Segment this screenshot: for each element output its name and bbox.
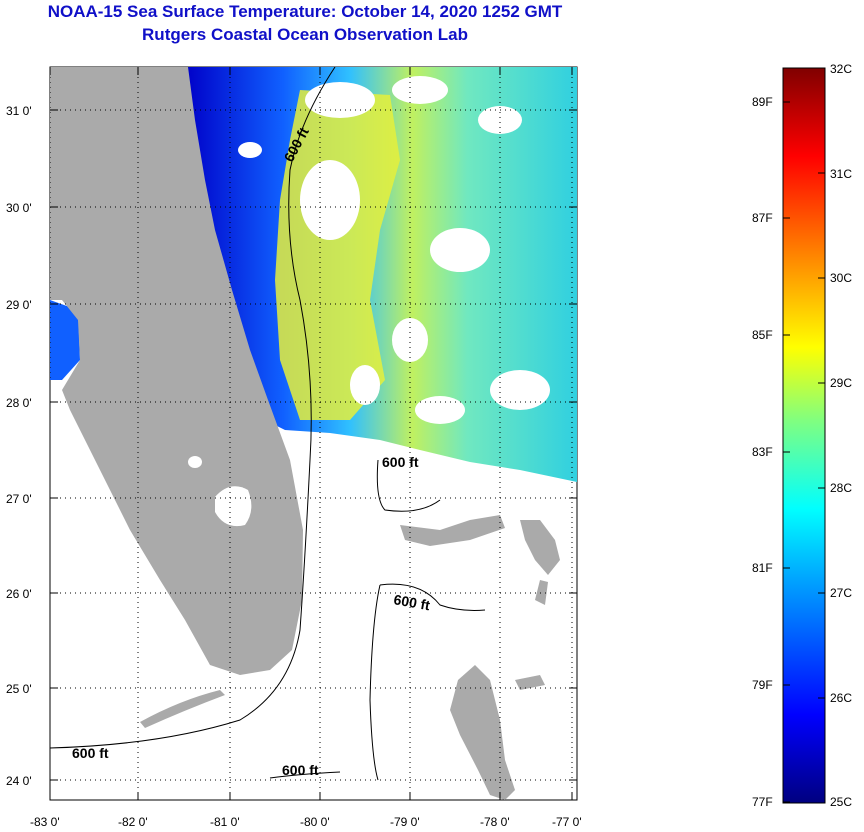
lon-label: -78 0' [480,815,510,829]
cloud-mask [238,76,550,424]
celsius-label: 30C [830,271,852,285]
celsius-label: 31C [830,167,852,181]
colorbar-celsius-labels: 32C 31C 30C 29C 28C 27C 26C 25C [830,62,852,809]
lat-label: 26 0' [6,587,32,601]
gulf-data-patch [50,300,80,380]
andros-land [450,665,515,800]
graticule [49,67,577,800]
axis-ticks [49,67,577,800]
celsius-label: 28C [830,481,852,495]
lat-label: 24 0' [6,774,32,788]
colorbar-fahrenheit-labels: 89F 87F 85F 83F 81F 79F 77F [752,95,773,809]
lat-label: 29 0' [6,298,32,312]
map-subtitle: Rutgers Coastal Ocean Observation Lab [142,25,468,44]
colorbar [782,67,826,804]
lon-label: -77 0' [552,815,582,829]
celsius-label: 26C [830,691,852,705]
celsius-label: 25C [830,795,852,809]
longitude-axis: -83 0' -82 0' -81 0' -80 0' -79 0' -78 0… [30,815,582,829]
celsius-label: 27C [830,586,852,600]
celsius-label: 32C [830,62,852,76]
lat-label: 25 0' [6,682,32,696]
lon-label: -83 0' [30,815,60,829]
celsius-label: 29C [830,376,852,390]
contour-label-5: 600 ft [282,762,319,778]
fahrenheit-label: 87F [752,211,773,225]
fahrenheit-label: 79F [752,678,773,692]
depth-contours [50,67,486,781]
sst-data-region [185,67,577,482]
lat-label: 28 0' [6,396,32,410]
grand-bahama-land [400,515,505,546]
contour-label-2: 600 ft [382,454,419,470]
latitude-axis: 31 0' 30 0' 29 0' 28 0' 27 0' 26 0' 25 0… [6,104,32,788]
map-title: NOAA-15 Sea Surface Temperature: October… [47,2,563,21]
lat-label: 31 0' [6,104,32,118]
fahrenheit-label: 81F [752,561,773,575]
lat-label: 30 0' [6,201,32,215]
lon-label: -82 0' [118,815,148,829]
lon-label: -81 0' [210,815,240,829]
florida-keys [140,690,225,728]
abaco-land [520,520,560,575]
lat-label: 27 0' [6,492,32,506]
fahrenheit-label: 83F [752,445,773,459]
contour-label-4: 600 ft [72,745,109,761]
lake-okeechobee [215,486,252,527]
fahrenheit-label: 85F [752,328,773,342]
lon-label: -80 0' [300,815,330,829]
lon-label: -79 0' [390,815,420,829]
colorbar-ticks [783,67,825,804]
fahrenheit-label: 89F [752,95,773,109]
contour-label-3: 600 ft [392,591,431,613]
fahrenheit-label: 77F [752,795,773,809]
